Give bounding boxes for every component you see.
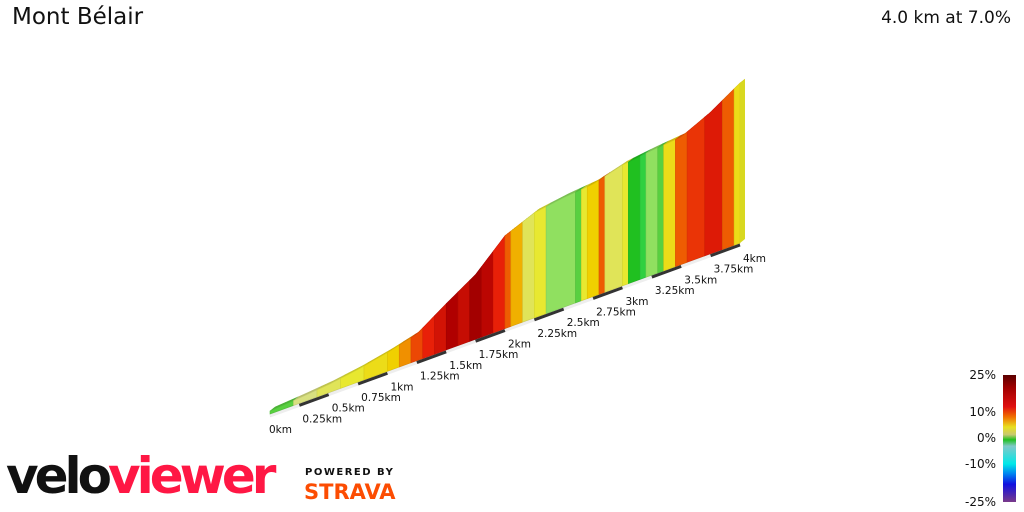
profile-segment (510, 221, 523, 327)
distance-band (710, 243, 741, 258)
profile-segment (469, 265, 482, 342)
profile-base (269, 243, 741, 418)
profile-segments (269, 78, 746, 415)
profile-segment (722, 88, 735, 250)
x-tick-label: 1.5km (449, 360, 482, 372)
legend-label-neg10: -10% (964, 457, 996, 471)
distance-band (328, 382, 359, 397)
profile-end-cap (740, 79, 745, 243)
profile-segment (657, 144, 664, 274)
profile-segment (398, 337, 412, 368)
profile-segment (481, 250, 494, 338)
distance-band (475, 329, 506, 343)
distance-band (386, 361, 418, 375)
gradient-color-scale (1003, 375, 1016, 502)
profile-segment (598, 175, 606, 295)
profile-segment (645, 147, 659, 278)
profile-segment (492, 234, 506, 334)
x-tick-label: 1.75km (479, 349, 519, 361)
profile-segment (586, 179, 600, 300)
distance-band (445, 339, 477, 354)
x-tick-label: 0.5km (332, 403, 365, 415)
climb-summary: 4.0 km at 7.0% (881, 8, 1011, 28)
distance-band (651, 264, 682, 279)
legend-label-0: 0% (976, 431, 996, 445)
logo-viewer: viewer (108, 447, 276, 505)
x-tick-label: 2.75km (596, 306, 636, 318)
distance-band (621, 275, 653, 290)
profile-segment (445, 291, 459, 351)
distance-band (592, 286, 624, 300)
profile-segment (639, 152, 647, 280)
veloviewer-logo[interactable]: veloviewer (6, 446, 276, 506)
distance-band (533, 307, 565, 322)
profile-segment (628, 155, 641, 285)
profile-segment (663, 139, 676, 272)
profile-segment (604, 164, 623, 293)
x-tick-label: 0km (269, 424, 292, 436)
profile-segment (522, 212, 535, 323)
x-tick-label: 1.25km (420, 371, 460, 383)
logo-velo: velo (6, 447, 112, 505)
profile-segment (410, 327, 424, 364)
distance-band (269, 403, 300, 418)
x-tick-label: 3.75km (714, 264, 754, 276)
profile-segment (422, 315, 435, 359)
profile-segment (704, 99, 723, 257)
profile-segment (545, 191, 576, 314)
distance-band (416, 350, 447, 364)
x-tick-label: 1km (391, 381, 414, 393)
legend-label-10: 10% (969, 405, 996, 419)
x-tick-label: 2.25km (537, 328, 577, 340)
profile-segment (457, 279, 471, 347)
legend-label-min: -25% (964, 495, 996, 509)
x-tick-label: 2km (508, 339, 531, 351)
profile-segment (534, 206, 547, 319)
x-tick-label: 2.5km (567, 317, 600, 329)
powered-by-label: POWERED BY (305, 467, 395, 478)
profile-segment (733, 82, 741, 246)
page-title: Mont Bélair (12, 4, 144, 30)
profile-segment (575, 189, 582, 304)
profile-segment (434, 302, 447, 355)
strava-logo[interactable]: STRAVA (304, 480, 396, 504)
profile-segment (387, 344, 400, 372)
profile-segment (686, 116, 706, 263)
legend-label-max: 25% (969, 368, 996, 382)
x-tick-label: 3.5km (684, 274, 717, 286)
distance-band (298, 393, 330, 407)
profile-segment (581, 186, 588, 302)
distance-band (680, 254, 712, 268)
x-tick-label: 0.25km (302, 413, 342, 425)
distance-band (504, 318, 535, 332)
distance-band (357, 371, 389, 386)
x-tick-label: 3km (626, 296, 649, 308)
profile-segment (622, 161, 629, 287)
profile-segment (675, 131, 688, 267)
x-tick-label: 0.75km (361, 392, 401, 404)
distance-band (563, 297, 594, 311)
profile-segment (504, 230, 512, 329)
x-tick-label: 3.25km (655, 285, 695, 297)
x-tick-label: 4km (743, 253, 766, 265)
